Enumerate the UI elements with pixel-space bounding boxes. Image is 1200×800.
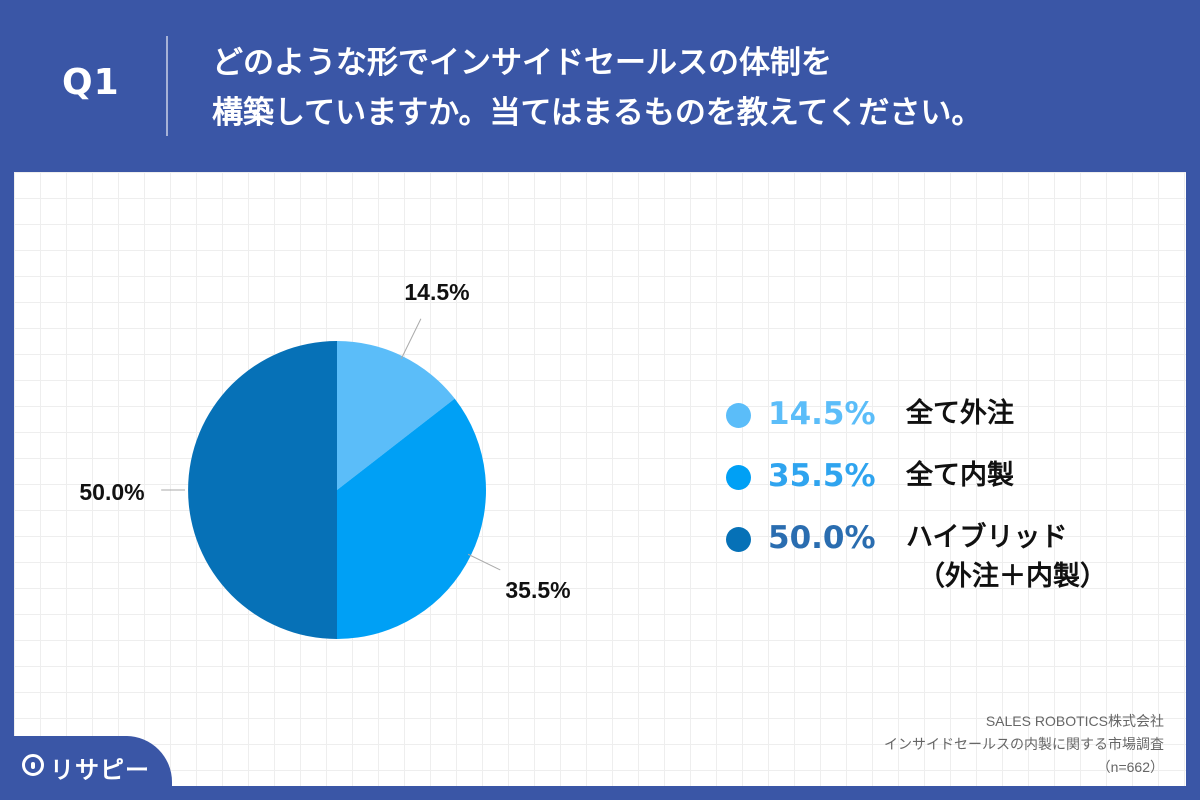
legend-dot-inhouse <box>726 465 751 490</box>
source-company: SALES ROBOTICS株式会社 <box>985 713 1164 729</box>
leader-line-outsourced <box>400 318 422 360</box>
question-title: どのような形でインサイドセールスの体制を 構築していますか。当てはまるものを教え… <box>212 38 982 138</box>
label-leader-lines <box>161 318 501 571</box>
legend-value-hybrid: 50.0% <box>768 520 876 556</box>
header: Q1 どのような形でインサイドセールスの体制を 構築していますか。当てはまるもの… <box>0 0 1200 172</box>
legend-dot-outsourced <box>726 403 751 428</box>
legend-label-hybrid: ハイブリッド <box>906 522 1068 553</box>
source-note: SALES ROBOTICS株式会社 インサイドセールスの内製に関する市場調査 … <box>884 710 1164 779</box>
legend-label-inhouse: 全て内製 <box>906 460 1014 491</box>
slice-label-outsourced: 14.5% <box>404 279 469 305</box>
legend-label-hybrid-sub: （外注＋内製） <box>918 561 1107 592</box>
pie-slice-hybrid <box>188 341 337 639</box>
question-number: Q1 <box>62 62 120 103</box>
legend-label-outsourced: 全て外注 <box>906 398 1014 429</box>
leader-line-inhouse <box>467 553 501 571</box>
pie-slice-outsourced <box>337 341 455 490</box>
question-title-line2: 構築していますか。当てはまるものを教えてください。 <box>212 95 983 131</box>
header-divider <box>166 36 168 136</box>
logo: リサピー <box>0 736 172 800</box>
pie-slices <box>188 341 486 639</box>
legend-dot-hybrid <box>726 527 751 552</box>
source-survey: インサイドセールスの内製に関する市場調査 <box>884 736 1164 752</box>
legend-value-inhouse: 35.5% <box>768 458 876 494</box>
logo-text: リサピー <box>50 756 150 784</box>
location-pin-icon <box>22 754 44 776</box>
pie-slice-inhouse <box>337 398 486 639</box>
slice-label-inhouse: 35.5% <box>505 577 570 603</box>
legend-value-outsourced: 14.5% <box>768 396 876 432</box>
slice-labels: 14.5% 35.5% 50.0% <box>79 279 570 603</box>
slice-label-hybrid: 50.0% <box>79 479 144 505</box>
question-title-line1: どのような形でインサイドセールスの体制を <box>212 45 832 81</box>
source-sample-size: （n=662） <box>1096 759 1164 775</box>
